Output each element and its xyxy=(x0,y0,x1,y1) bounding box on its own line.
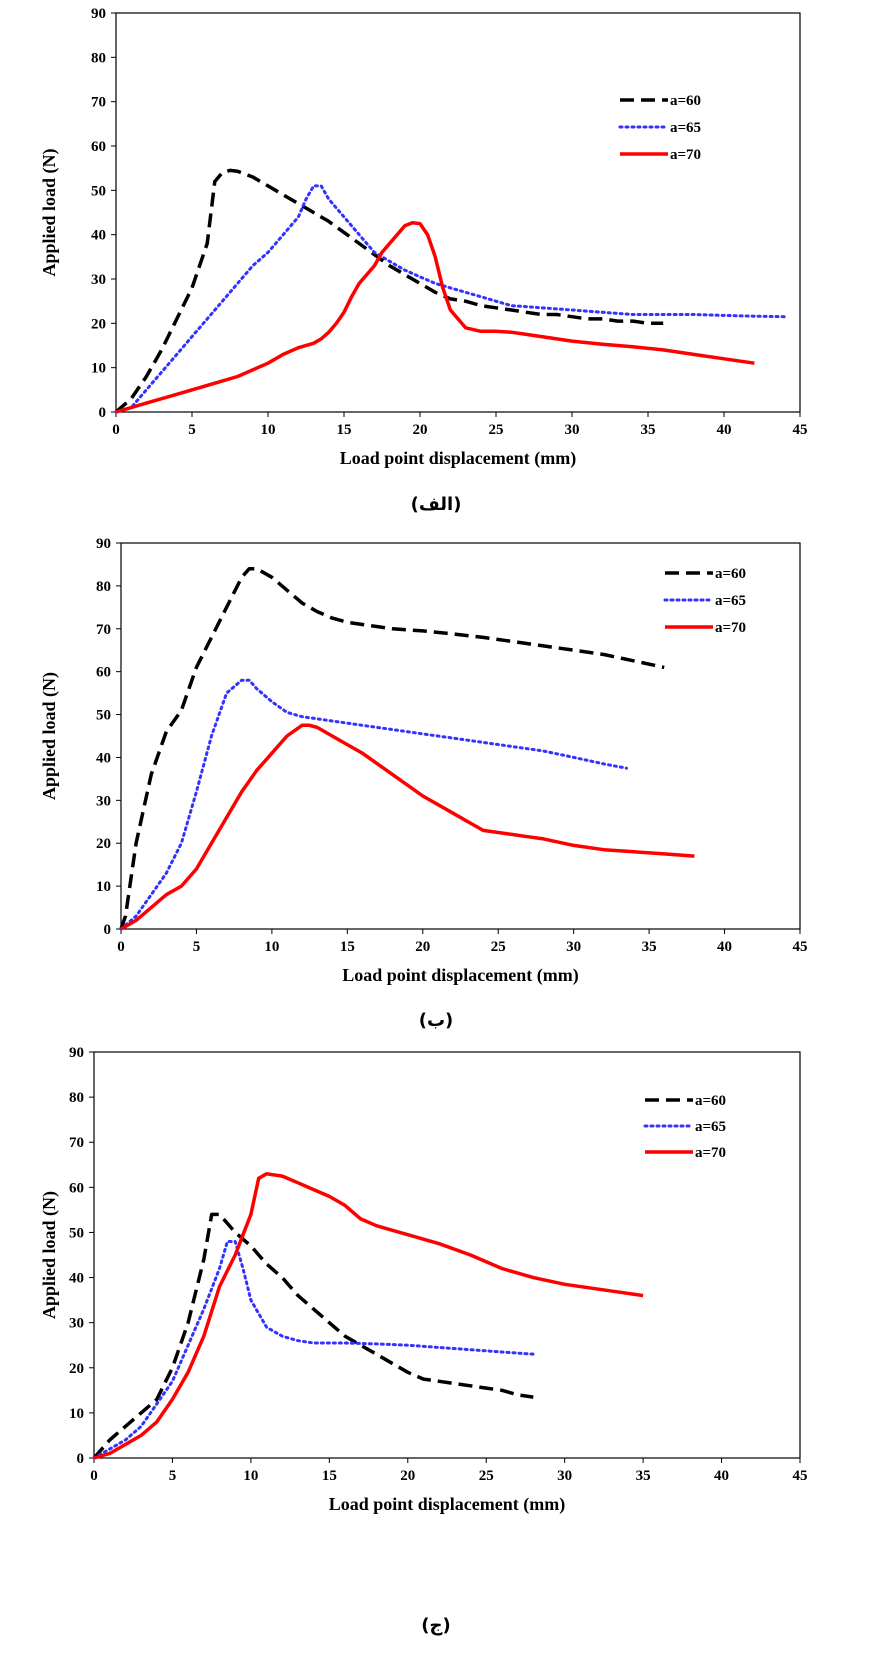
chart-caption: (الف) xyxy=(410,494,462,515)
chart-panel-2: 0 5 10 15 20 25 30 35 40 45 0 10 20 30 40 50 60 70 80 90 Loa… xyxy=(0,525,872,1031)
y-axis-label: Applied load (N) xyxy=(39,672,60,800)
y-tick-label: 30 xyxy=(69,1316,84,1332)
legend-label: a=70 xyxy=(695,1145,726,1161)
series-line-a=65 xyxy=(92,1240,535,1460)
x-tick-label: 15 xyxy=(322,1468,337,1484)
x-tick-label: 5 xyxy=(188,422,196,438)
y-tick-label: 20 xyxy=(69,1361,84,1377)
y-tick-label: 10 xyxy=(91,361,106,377)
x-axis-label: Load point displacement (mm) xyxy=(342,965,579,986)
y-tick-label: 90 xyxy=(69,1045,84,1061)
y-axis-label: Applied load (N) xyxy=(39,1191,60,1319)
x-tick-label: 30 xyxy=(566,939,581,955)
legend-label: a=70 xyxy=(715,620,746,636)
x-tick-label: 40 xyxy=(717,939,732,955)
y-tick-label: 30 xyxy=(91,272,106,288)
y-tick-label: 70 xyxy=(69,1135,84,1151)
x-tick-label: 40 xyxy=(717,422,732,438)
plot-frame xyxy=(120,542,801,930)
series-line-a=60 xyxy=(114,168,664,414)
x-tick-label: 45 xyxy=(793,422,808,438)
y-tick-label: 50 xyxy=(69,1225,84,1241)
legend-label: a=60 xyxy=(695,1093,726,1109)
x-tick-label: 25 xyxy=(489,422,504,438)
y-tick-label: 40 xyxy=(96,750,111,766)
legend-label: a=60 xyxy=(670,93,701,109)
y-tick-label: 70 xyxy=(91,95,106,111)
chart-caption: (ج) xyxy=(421,1615,451,1636)
y-tick-label: 10 xyxy=(69,1406,84,1422)
x-tick-label: 25 xyxy=(479,1468,494,1484)
x-tick-label: 5 xyxy=(169,1468,177,1484)
plot-frame xyxy=(93,1051,801,1459)
x-tick-label: 40 xyxy=(714,1468,729,1484)
y-axis-label: Applied load (N) xyxy=(39,148,60,276)
y-tick-label: 60 xyxy=(96,665,111,681)
series-line-a=60 xyxy=(92,1212,534,1460)
x-tick-label: 20 xyxy=(413,422,428,438)
x-tick-label: 0 xyxy=(117,939,125,955)
chart-3: 0 5 10 15 20 25 30 35 40 45 0 10 20 30 40 50 60 70 80 90 Loa… xyxy=(39,1045,808,1515)
y-tick-label: 90 xyxy=(91,6,106,22)
series-line-a=70 xyxy=(93,1172,644,1460)
series-line-a=70 xyxy=(115,220,755,414)
y-tick-label: 70 xyxy=(96,622,111,638)
y-tick-label: 90 xyxy=(96,536,111,552)
chart-panel-3: 0 5 10 15 20 25 30 35 40 45 0 10 20 30 40 50 60 70 80 90 Loa… xyxy=(0,1045,872,1656)
x-tick-label: 20 xyxy=(415,939,430,955)
x-axis-label: Load point displacement (mm) xyxy=(329,1494,566,1515)
y-tick-label: 0 xyxy=(77,1451,85,1467)
x-tick-label: 45 xyxy=(793,1468,808,1484)
x-axis-label: Load point displacement (mm) xyxy=(340,448,577,469)
y-tick-label: 0 xyxy=(104,922,112,938)
x-tick-label: 20 xyxy=(400,1468,415,1484)
x-tick-label: 45 xyxy=(793,939,808,955)
chart-1: 0 5 10 15 20 25 30 35 40 45 0 10 20 30 40 50 60 70 80 90 Loa… xyxy=(39,6,808,469)
series-line-a=70 xyxy=(120,723,695,931)
x-tick-label: 0 xyxy=(90,1468,98,1484)
series-line-a=65 xyxy=(119,678,628,931)
chart-2: 0 5 10 15 20 25 30 35 40 45 0 10 20 30 40 50 60 70 80 90 Loa… xyxy=(39,536,808,986)
y-tick-label: 60 xyxy=(69,1180,84,1196)
x-tick-label: 30 xyxy=(557,1468,572,1484)
legend-label: a=65 xyxy=(715,593,746,609)
legend-label: a=65 xyxy=(695,1119,726,1135)
y-tick-label: 20 xyxy=(96,836,111,852)
x-tick-label: 35 xyxy=(636,1468,651,1484)
series-line-a=60 xyxy=(119,566,665,930)
series-line-a=65 xyxy=(114,184,787,414)
x-tick-label: 15 xyxy=(337,422,352,438)
x-tick-label: 0 xyxy=(112,422,120,438)
chart-panel-1: 0 5 10 15 20 25 30 35 40 45 0 10 20 30 40 50 60 70 80 90 Loa… xyxy=(0,0,872,515)
x-tick-label: 10 xyxy=(261,422,276,438)
x-tick-label: 5 xyxy=(193,939,201,955)
y-tick-label: 80 xyxy=(96,579,111,595)
x-tick-label: 10 xyxy=(243,1468,258,1484)
y-tick-label: 40 xyxy=(91,228,106,244)
y-tick-label: 0 xyxy=(99,405,107,421)
x-tick-label: 35 xyxy=(641,422,656,438)
x-tick-label: 35 xyxy=(642,939,657,955)
x-tick-label: 25 xyxy=(491,939,506,955)
chart-caption: (ب) xyxy=(418,1010,454,1031)
legend-label: a=70 xyxy=(670,147,701,163)
y-tick-label: 10 xyxy=(96,879,111,895)
y-tick-label: 20 xyxy=(91,316,106,332)
x-tick-label: 10 xyxy=(264,939,279,955)
y-tick-label: 60 xyxy=(91,139,106,155)
x-tick-label: 15 xyxy=(340,939,355,955)
legend-label: a=65 xyxy=(670,120,701,136)
y-tick-label: 30 xyxy=(96,793,111,809)
y-tick-label: 40 xyxy=(69,1271,84,1287)
y-tick-label: 50 xyxy=(96,708,111,724)
x-tick-label: 30 xyxy=(565,422,580,438)
y-tick-label: 80 xyxy=(91,50,106,66)
plot-frame xyxy=(115,12,801,413)
y-tick-label: 50 xyxy=(91,183,106,199)
legend-label: a=60 xyxy=(715,566,746,582)
y-tick-label: 80 xyxy=(69,1090,84,1106)
